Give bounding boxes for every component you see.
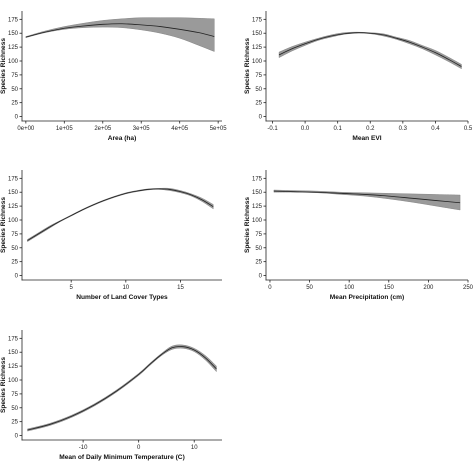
confidence-band xyxy=(278,31,462,70)
x-tick-label: 150 xyxy=(384,285,395,291)
y-tick-label: 0 xyxy=(259,274,263,280)
x-tick-label: 4e+05 xyxy=(171,126,189,132)
y-tick-label: 175 xyxy=(252,176,263,182)
x-axis-label: Mean EVI xyxy=(352,135,381,142)
fitted-curve xyxy=(27,346,217,431)
y-axis-label: Species Richness xyxy=(0,197,7,253)
x-tick-label: 0.2 xyxy=(366,126,375,132)
x-tick-label: 0 xyxy=(137,445,141,451)
fitted-curve xyxy=(27,188,214,241)
x-tick-label: -10 xyxy=(79,445,88,451)
y-tick-label: 50 xyxy=(11,406,18,412)
x-tick-label: 100 xyxy=(344,285,355,291)
x-tick-label: -0.1 xyxy=(267,126,278,132)
x-tick-label: 1e+05 xyxy=(56,126,74,132)
x-tick-label: 0.3 xyxy=(399,126,408,132)
chart-panel-4: 0 25 50 75 100 125 150 175 0 50 100 150 200 250 Mean P… xyxy=(244,170,474,301)
y-tick-label: 0 xyxy=(15,274,19,280)
y-tick-label: 150 xyxy=(8,190,19,196)
x-tick-label: 250 xyxy=(463,285,474,291)
y-tick-label: 175 xyxy=(8,336,19,342)
y-tick-label: 150 xyxy=(252,31,263,37)
y-tick-label: 50 xyxy=(255,246,262,252)
y-tick-label: 175 xyxy=(8,17,19,23)
y-tick-label: 75 xyxy=(11,392,18,398)
fitted-curve xyxy=(273,190,461,204)
x-tick-label: 0 xyxy=(268,285,272,291)
y-tick-label: 0 xyxy=(15,434,19,440)
fitted-curve xyxy=(25,23,215,38)
y-tick-label: 75 xyxy=(255,73,262,79)
fitted-curve xyxy=(278,32,462,67)
y-tick-label: 0 xyxy=(15,115,19,121)
y-tick-label: 75 xyxy=(255,232,262,238)
y-tick-label: 100 xyxy=(8,59,19,65)
x-tick-label: 0.1 xyxy=(334,126,343,132)
confidence-band xyxy=(25,17,215,52)
x-axis-label: Mean Precipitation (cm) xyxy=(330,294,404,301)
x-tick-label: 2e+05 xyxy=(94,126,112,132)
chart-panel-1: 0 25 50 75 100 125 150 175 0e+00 1e+05 2e+05 3e+05 4… xyxy=(0,11,227,142)
y-tick-label: 100 xyxy=(252,59,263,65)
chart-panel-5: 0 25 50 75 100 125 150 175 -10 0 10 Mean of Daily M… xyxy=(0,330,222,461)
y-tick-label: 75 xyxy=(11,73,18,79)
x-tick-label: 0e+00 xyxy=(17,126,35,132)
confidence-band xyxy=(27,344,217,432)
y-tick-label: 125 xyxy=(8,364,19,370)
y-axis-label: Species Richness xyxy=(244,197,251,253)
y-tick-label: 100 xyxy=(8,218,19,224)
x-tick-label: 0.0 xyxy=(301,126,310,132)
x-axis-label: Area (ha) xyxy=(108,135,137,142)
y-tick-label: 25 xyxy=(11,260,18,266)
y-tick-label: 25 xyxy=(11,420,18,426)
x-axis-label: Number of Land Cover Types xyxy=(76,294,168,301)
y-tick-label: 100 xyxy=(8,378,19,384)
chart-panel-3: 0 25 50 75 100 125 150 175 5 10 15 Number of Land C… xyxy=(0,170,222,301)
y-tick-label: 150 xyxy=(8,350,19,356)
y-tick-label: 0 xyxy=(259,115,263,121)
y-tick-label: 125 xyxy=(8,204,19,210)
y-tick-label: 100 xyxy=(252,218,263,224)
y-tick-label: 75 xyxy=(11,232,18,238)
chart-panel-2: 0 25 50 75 100 125 150 175 -0.1 0.0 0.1 0.2 0.3 0.4 0.… xyxy=(244,11,473,142)
y-tick-label: 125 xyxy=(252,45,263,51)
confidence-band xyxy=(273,189,461,211)
y-tick-label: 25 xyxy=(11,101,18,107)
x-tick-label: 5e+05 xyxy=(210,126,228,132)
y-axis-label: Species Richness xyxy=(244,38,251,94)
y-tick-label: 125 xyxy=(252,204,263,210)
x-tick-label: 3e+05 xyxy=(133,126,151,132)
x-tick-label: 5 xyxy=(70,285,74,291)
x-tick-label: 0.4 xyxy=(431,126,440,132)
x-tick-label: 10 xyxy=(191,445,198,451)
x-tick-label: 10 xyxy=(122,285,129,291)
y-tick-label: 25 xyxy=(255,260,262,266)
x-tick-label: 15 xyxy=(177,285,184,291)
y-tick-label: 125 xyxy=(8,45,19,51)
x-tick-label: 0.5 xyxy=(464,126,473,132)
x-tick-label: 200 xyxy=(423,285,434,291)
y-tick-label: 150 xyxy=(252,190,263,196)
y-tick-label: 150 xyxy=(8,31,19,37)
y-tick-label: 50 xyxy=(11,87,18,93)
y-tick-label: 175 xyxy=(8,176,19,182)
y-axis-label: Species Richness xyxy=(0,38,7,94)
y-tick-label: 175 xyxy=(252,17,263,23)
y-tick-label: 50 xyxy=(255,87,262,93)
x-tick-label: 50 xyxy=(306,285,313,291)
x-axis-label: Mean of Daily Minimum Temperature (C) xyxy=(59,454,185,461)
y-tick-label: 25 xyxy=(255,101,262,107)
y-tick-label: 50 xyxy=(11,246,18,252)
confidence-band xyxy=(27,187,214,243)
y-axis-label: Species Richness xyxy=(0,357,7,413)
